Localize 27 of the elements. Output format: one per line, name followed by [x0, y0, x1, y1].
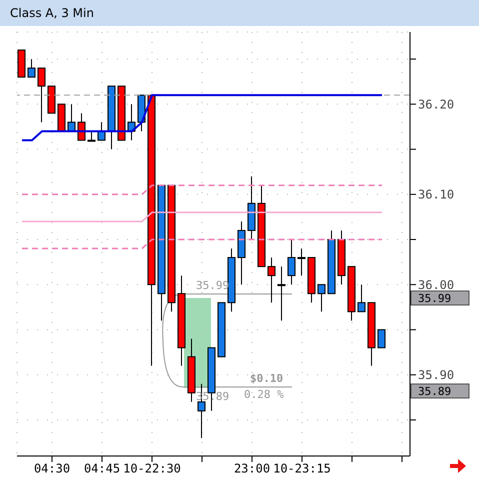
candlestick [278, 266, 286, 322]
y-tick-label: 36.10 [418, 188, 454, 202]
candlestick [268, 257, 276, 304]
y-tick-label: 36.00 [418, 278, 454, 292]
annotation: $0.10 [250, 372, 284, 385]
line-series [21, 94, 383, 142]
candlestick [298, 248, 306, 276]
candlestick [288, 238, 296, 286]
x-tick-label: 23:00 [234, 462, 270, 476]
candlestick [38, 68, 46, 123]
annotation: 0.28 % [244, 388, 284, 401]
candlestick [88, 130, 96, 142]
x-tick-label: 04:45 [84, 462, 120, 476]
chart-title: Class A, 3 Min [10, 6, 94, 20]
candlestick [358, 284, 366, 312]
x-tick-label: 04:30 [34, 462, 70, 476]
x-tick-label: 10-22:30 [123, 462, 181, 476]
candlestick [318, 284, 326, 312]
text: 35.89 [418, 385, 452, 398]
candlestick [28, 58, 36, 78]
y-tick-label: 35.90 [418, 368, 454, 382]
candlestick [78, 112, 86, 141]
candlestick [98, 122, 106, 141]
text: 35.99 [418, 292, 452, 305]
candlestick [378, 329, 386, 348]
y-tick-label: 36.20 [418, 97, 454, 112]
x-tick-label: 10-23:15 [273, 462, 331, 476]
